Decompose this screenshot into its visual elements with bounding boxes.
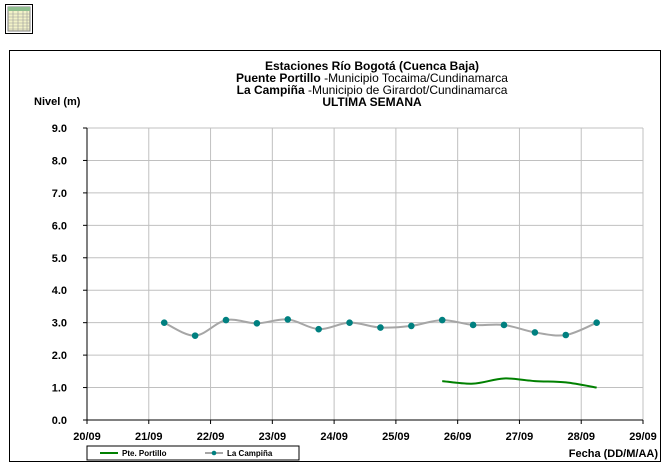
y-tick-label: 5.0 <box>52 253 67 265</box>
x-tick-label: 25/09 <box>382 431 410 443</box>
legend-label: Pte. Portillo <box>122 449 167 458</box>
series-line-pte-portillo <box>442 377 597 389</box>
x-tick-label: 28/09 <box>567 431 595 443</box>
y-axis-label: Nivel (m) <box>34 96 81 108</box>
data-point-la-campi-a <box>222 316 230 324</box>
data-point-la-campi-a <box>160 319 168 326</box>
data-point-la-campi-a <box>531 329 539 336</box>
data-point-la-campi-a <box>500 321 508 329</box>
title-bold: La Campiña <box>237 83 305 97</box>
legend-box <box>86 445 300 461</box>
title-line: ULTIMA SEMANA <box>322 95 422 109</box>
data-point-la-campi-a <box>315 325 322 333</box>
title-bold: Estaciones Río Bogotá (Cuenca Baja) <box>265 59 479 73</box>
data-point-la-campi-a <box>438 316 446 324</box>
data-point-la-campi-a <box>562 331 570 339</box>
data-point-la-campi-a <box>346 319 353 326</box>
chart-frame <box>9 50 661 462</box>
chart-axes: 0.0 1.0 2.0 3.0 4.0 5.0 6.0 7.0 8.0 9.0 20/09 21/09… <box>52 123 657 443</box>
x-tick-label: 22/09 <box>197 431 225 443</box>
x-tick-label: 24/09 <box>320 431 348 443</box>
title-bold: ULTIMA SEMANA <box>322 95 422 109</box>
y-tick-label: 1.0 <box>52 383 67 395</box>
title-line: La Campiña -Municipio de Girardot/Cundin… <box>237 83 508 97</box>
x-tick-label: 23/09 <box>259 431 287 443</box>
legend-label: La Campiña <box>227 449 273 458</box>
title-line: Estaciones Río Bogotá (Cuenca Baja) <box>265 59 479 73</box>
x-tick-label: 29/09 <box>629 431 657 443</box>
y-tick-label: 4.0 <box>52 285 67 297</box>
title-bold: Puente Portillo <box>236 71 321 85</box>
x-tick-label: 26/09 <box>444 431 472 443</box>
y-tick-label: 3.0 <box>52 318 67 330</box>
y-tick-label: 8.0 <box>52 155 67 167</box>
chart-title: Estaciones Río Bogotá (Cuenca Baja)Puent… <box>236 59 508 109</box>
title-normal: -Municipio Tocaima/Cundinamarca <box>321 71 509 85</box>
data-point-la-campi-a <box>469 321 477 329</box>
title-line: Puente Portillo -Municipio Tocaima/Cundi… <box>236 71 508 85</box>
spreadsheet-icon[interactable] <box>5 4 33 34</box>
y-tick-label: 6.0 <box>52 220 67 232</box>
data-point-la-campi-a <box>593 319 600 326</box>
chart-legend: Pte. Portillo La Campiña <box>86 445 300 461</box>
chart-grid <box>86 127 644 421</box>
chart-series <box>160 316 600 389</box>
data-point-la-campi-a <box>191 332 199 339</box>
data-point-la-campi-a <box>284 316 292 323</box>
y-tick-label: 0.0 <box>52 415 67 427</box>
y-tick-label: 7.0 <box>52 188 67 200</box>
x-tick-label: 20/09 <box>73 431 101 443</box>
legend-marker <box>211 450 217 456</box>
y-tick-label: 2.0 <box>52 350 67 362</box>
data-point-la-campi-a <box>377 324 384 331</box>
title-normal: -Municipio de Girardot/Cundinamarca <box>305 83 508 97</box>
data-point-la-campi-a <box>408 322 415 330</box>
x-tick-label: 21/09 <box>135 431 163 443</box>
x-tick-label: 27/09 <box>506 431 534 443</box>
data-point-la-campi-a <box>253 320 261 327</box>
x-axis-label: Fecha (DD/M/AA) <box>569 448 659 460</box>
y-tick-label: 9.0 <box>52 123 67 135</box>
